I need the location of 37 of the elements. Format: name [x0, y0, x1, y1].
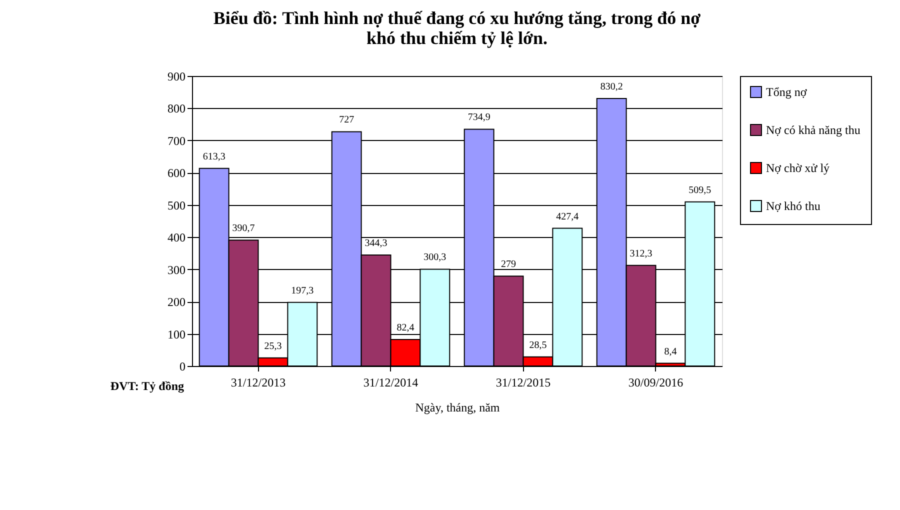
data-label: 300,3 [424, 252, 446, 264]
data-label: 727 [339, 114, 354, 126]
x-tick-label: 30/09/2016 [628, 376, 684, 390]
data-label: 8,4 [664, 346, 677, 358]
y-tick-label: 500 [168, 198, 186, 212]
x-tick-label: 31/12/2015 [496, 376, 551, 390]
y-tick-label: 300 [168, 262, 186, 277]
data-label: 82,4 [396, 322, 414, 334]
data-label: 28,5 [529, 340, 547, 351]
x-tick-label: 31/12/2013 [230, 376, 286, 390]
data-label: 312,3 [630, 248, 652, 260]
y-tick-label: 200 [168, 295, 186, 310]
y-tick-label: 700 [168, 134, 186, 148]
y-tick-label: 800 [168, 102, 186, 116]
chart-title: Biểu đồ: Tình hình nợ thuế đang có xu hướng tăng, trong đó nợ khó thu chiếm tỷ lệ lớn. [213, 8, 701, 48]
data-label: 390,7 [232, 223, 255, 234]
data-label: 734,9 [468, 112, 490, 124]
y-tick-label: 100 [168, 327, 186, 342]
y-tick-label: 0 [180, 360, 186, 374]
data-label: 830,2 [600, 81, 623, 92]
y-tick-label: 400 [168, 230, 186, 245]
data-label: 344,3 [364, 238, 388, 250]
data-label: 279 [501, 259, 516, 270]
data-label: 613,3 [202, 151, 226, 162]
data-label: 25,3 [264, 340, 282, 352]
data-label: 197,3 [291, 285, 314, 296]
legend-label: Tổng nợ [766, 85, 808, 99]
y-tick-label: 600 [168, 166, 186, 180]
data-label: 427,4 [556, 211, 579, 222]
text: ĐVT: Tỷ đồng [110, 379, 184, 393]
legend-label: Nợ khó thu [766, 199, 820, 213]
legend-label: Nợ có khả năng thu [766, 123, 860, 137]
legend-label: Nợ chờ xử lý [766, 161, 830, 175]
x-tick-label: 31/12/2014 [363, 376, 418, 390]
data-label: 509,5 [688, 184, 712, 196]
x-axis-title: Ngày, tháng, năm [415, 400, 500, 414]
y-tick-label: 900 [168, 70, 186, 84]
